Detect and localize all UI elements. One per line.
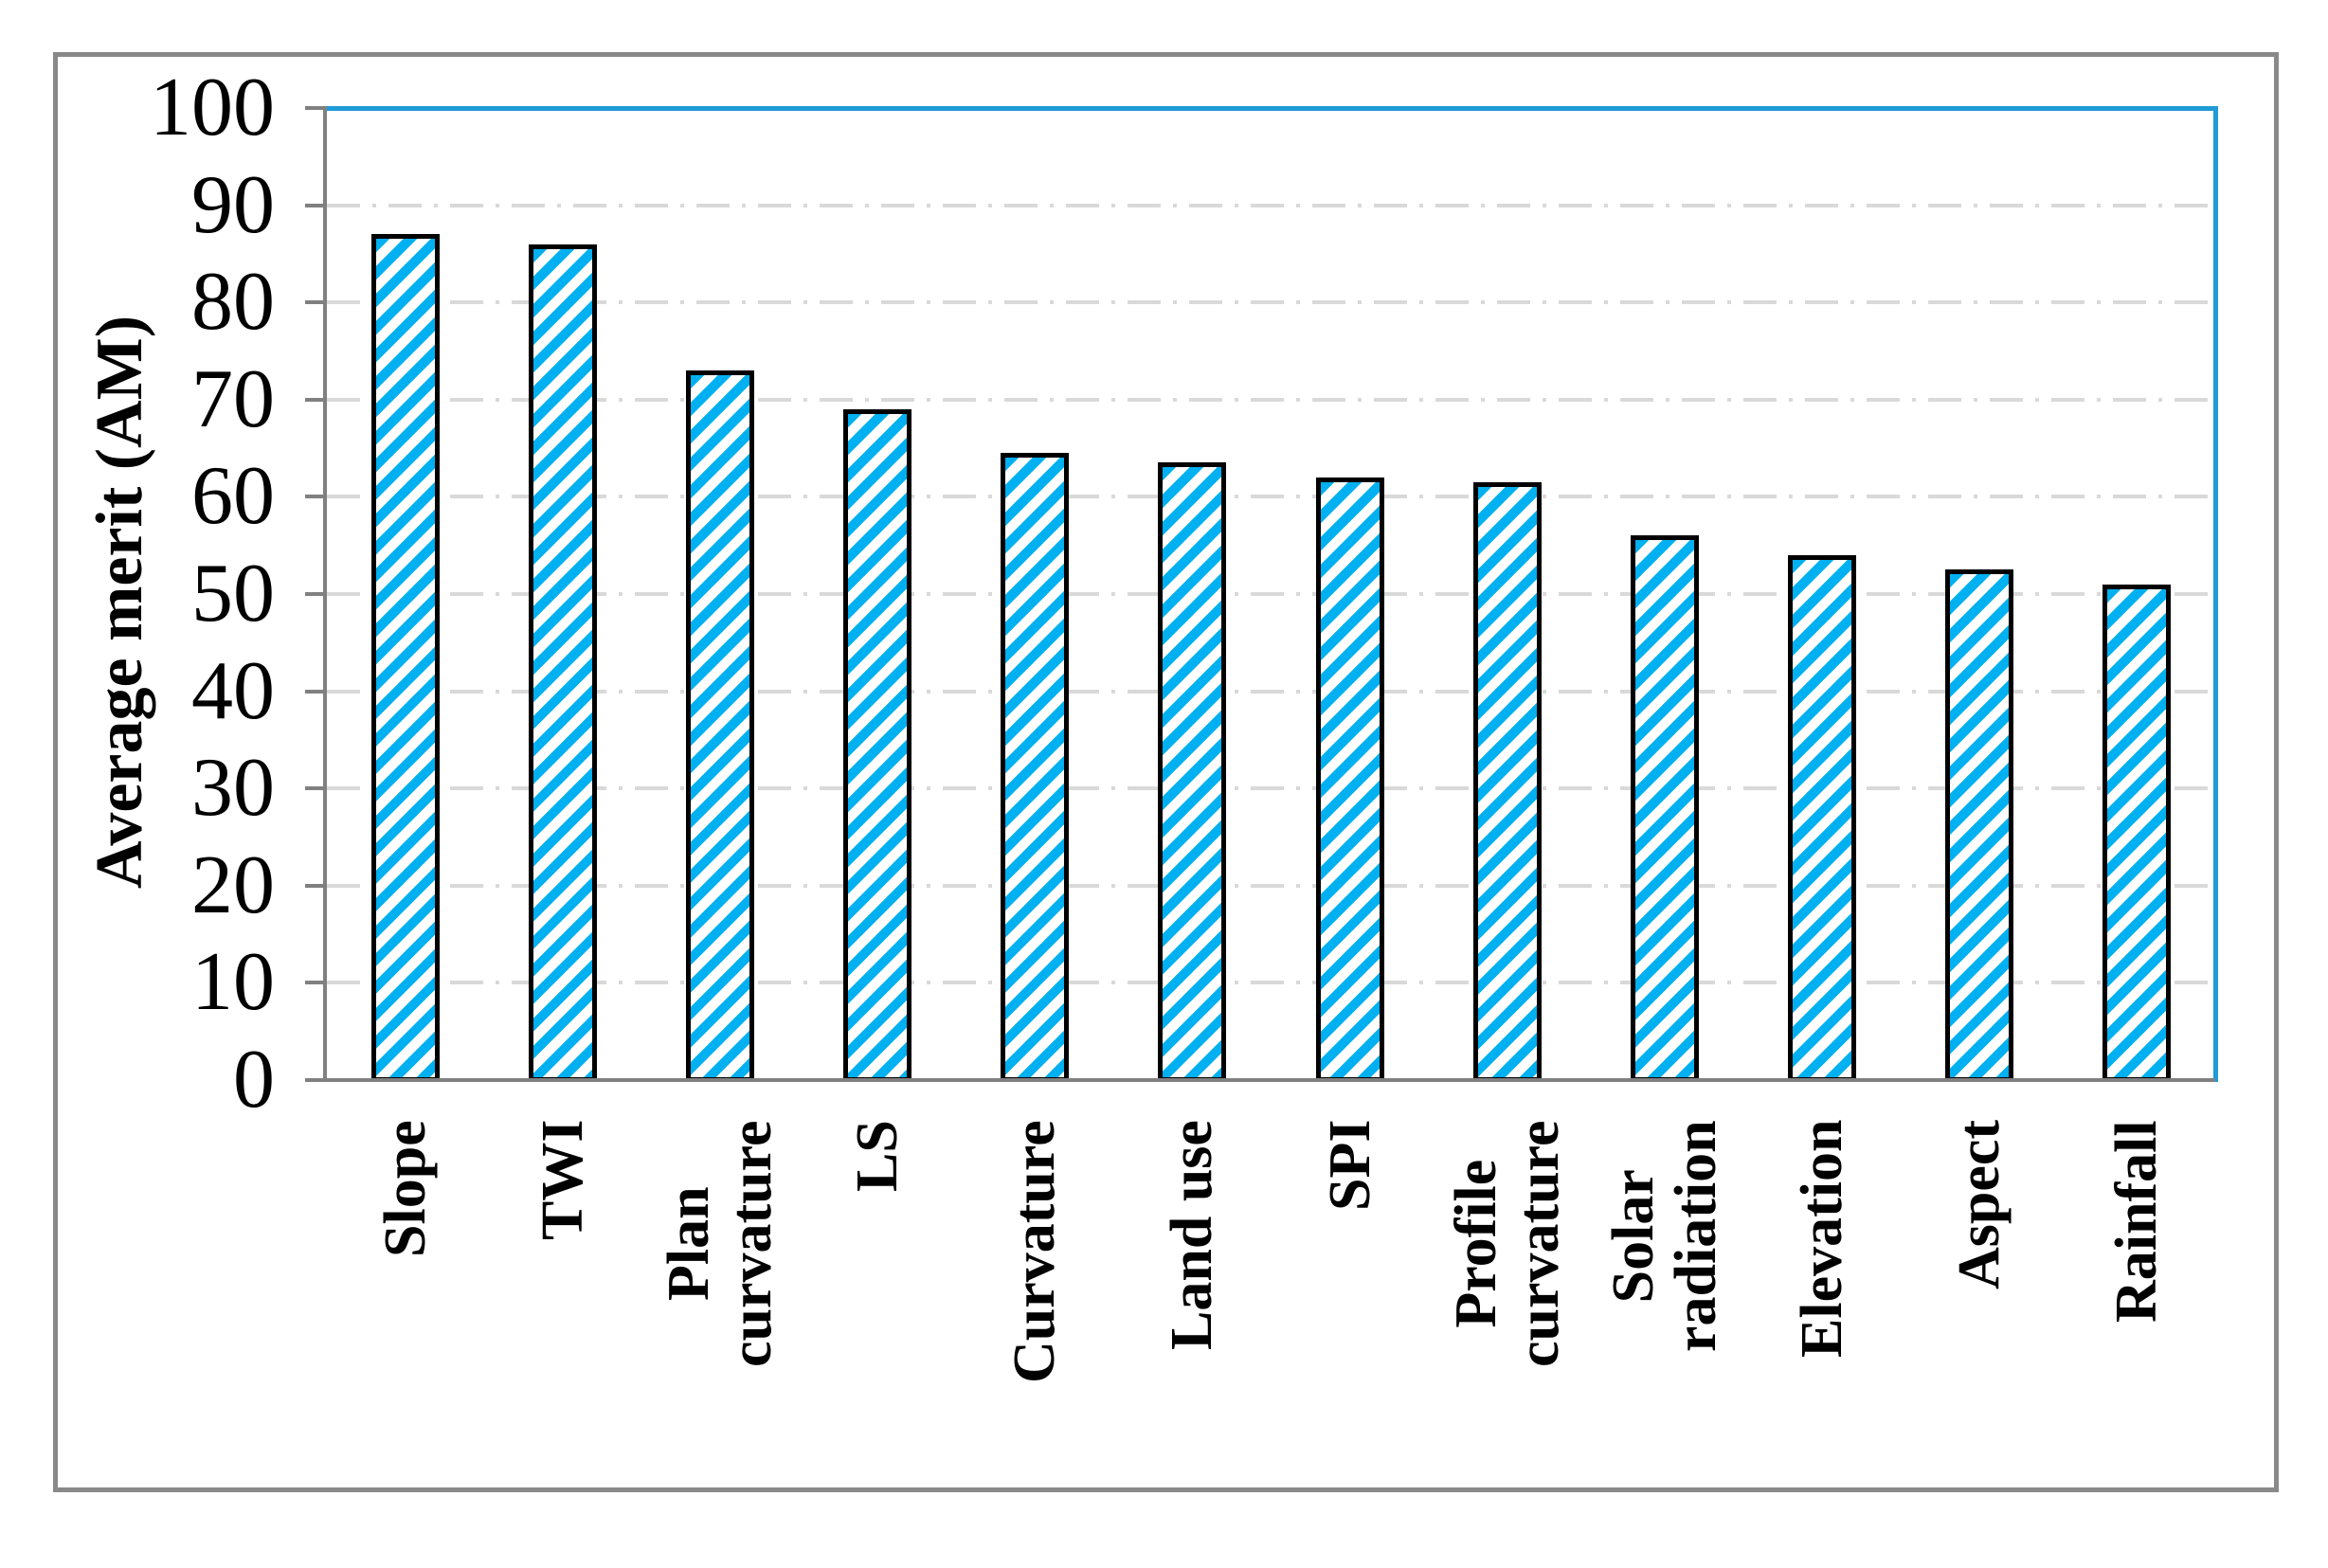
gridline bbox=[327, 689, 2215, 694]
y-tick-label: 20 bbox=[191, 838, 275, 931]
gridline bbox=[327, 981, 2215, 985]
y-tick-label: 100 bbox=[150, 62, 275, 153]
bar bbox=[1472, 482, 1542, 1082]
gridline bbox=[327, 397, 2215, 402]
y-tick-label: 0 bbox=[233, 1034, 275, 1126]
plot-border-right bbox=[2213, 106, 2218, 1082]
x-category-label: Profile curvature bbox=[1443, 1120, 1571, 1367]
bar bbox=[686, 370, 755, 1082]
x-category-label: Aspect bbox=[1946, 1119, 2012, 1289]
x-axis-line bbox=[305, 1078, 2215, 1082]
y-tick-label: 60 bbox=[191, 450, 275, 543]
x-category-label: Land use bbox=[1160, 1120, 1225, 1350]
x-category-label: TWI bbox=[531, 1119, 596, 1240]
bar bbox=[1630, 535, 1699, 1082]
x-category-label: Plan curvature bbox=[657, 1120, 785, 1367]
plot-border-top bbox=[325, 106, 2217, 111]
y-tick-label: 50 bbox=[191, 548, 275, 640]
x-category-label: Elevation bbox=[1789, 1119, 1854, 1358]
gridline bbox=[327, 300, 2215, 305]
y-tick-mark bbox=[305, 689, 325, 694]
bar bbox=[843, 409, 912, 1082]
bar bbox=[1787, 554, 1856, 1082]
bar bbox=[1944, 569, 2013, 1082]
x-category-label: LS bbox=[845, 1120, 911, 1192]
y-tick-mark bbox=[305, 203, 325, 207]
gridline bbox=[327, 203, 2215, 207]
y-tick-label: 40 bbox=[191, 644, 275, 737]
x-category-label: Solar radiation bbox=[1600, 1120, 1728, 1352]
bar bbox=[1158, 462, 1227, 1082]
y-tick-label: 30 bbox=[191, 742, 275, 835]
y-tick-mark bbox=[305, 981, 325, 985]
x-category-label: Slope bbox=[373, 1120, 439, 1257]
y-tick-mark bbox=[305, 1078, 325, 1082]
bar bbox=[371, 234, 441, 1082]
y-tick-mark bbox=[305, 397, 325, 402]
x-category-label: Curvature bbox=[1002, 1120, 1068, 1383]
y-tick-mark bbox=[305, 883, 325, 888]
bar bbox=[1001, 453, 1070, 1082]
bar bbox=[2102, 584, 2171, 1082]
y-tick-label: 80 bbox=[191, 256, 275, 349]
y-tick-mark bbox=[305, 495, 325, 499]
y-tick-mark bbox=[305, 592, 325, 596]
gridline bbox=[327, 495, 2215, 499]
y-tick-label: 70 bbox=[191, 352, 275, 445]
x-category-label: Rainfall bbox=[2103, 1120, 2169, 1323]
y-tick-mark bbox=[305, 106, 325, 110]
y-tick-label: 90 bbox=[191, 158, 275, 251]
y-tick-mark bbox=[305, 786, 325, 791]
gridline bbox=[327, 883, 2215, 888]
y-tick-label: 10 bbox=[191, 936, 275, 1029]
x-category-label: SPI bbox=[1317, 1119, 1382, 1211]
bar bbox=[1315, 477, 1384, 1082]
gridline bbox=[327, 786, 2215, 791]
bar bbox=[529, 243, 598, 1082]
y-axis-line bbox=[323, 106, 327, 1082]
y-tick-mark bbox=[305, 300, 325, 305]
gridline bbox=[327, 592, 2215, 596]
